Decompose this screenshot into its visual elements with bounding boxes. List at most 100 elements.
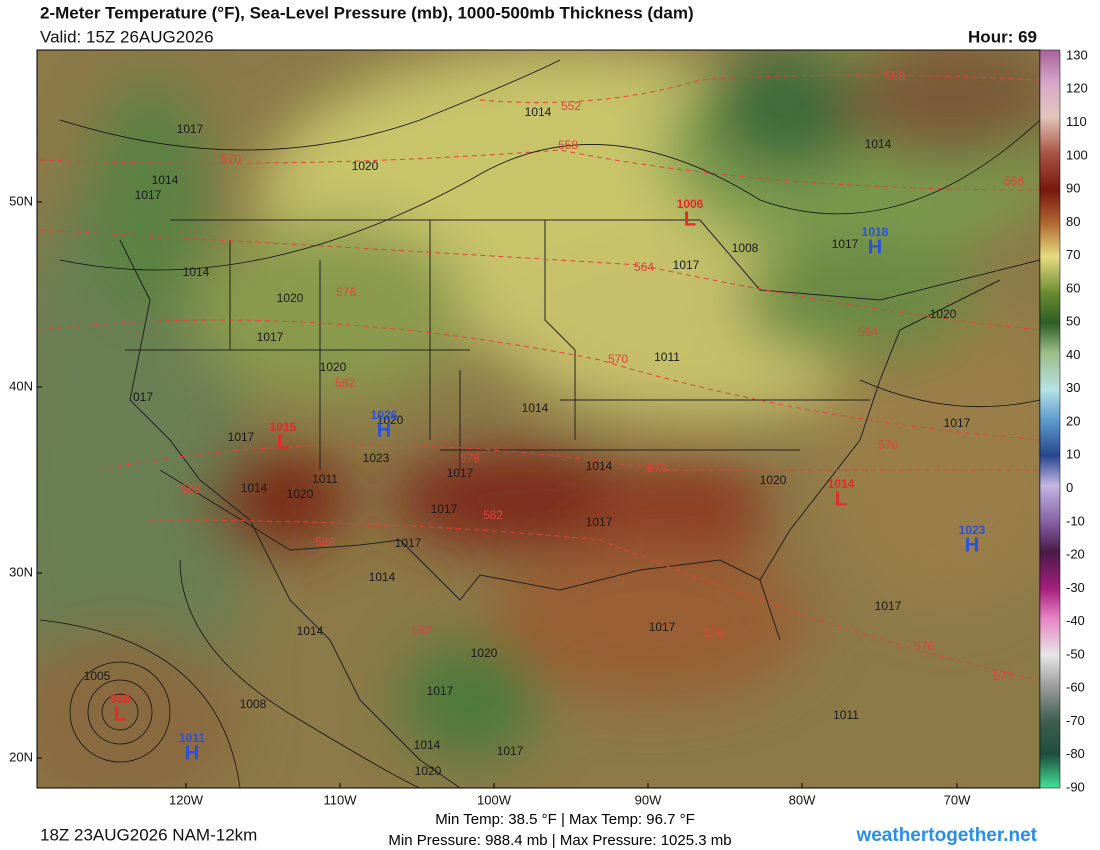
isobar-label: 1014 — [586, 459, 613, 473]
thickness-label: 558 — [1004, 174, 1024, 188]
isobar-label: 1014 — [369, 570, 396, 584]
thickness-label: 582 — [412, 623, 432, 637]
thickness-label: 576 — [460, 451, 480, 465]
isobar-label: 1020 — [760, 473, 787, 487]
isobar-label: 1014 — [865, 137, 892, 151]
colorbar-tick-label: 110 — [1066, 114, 1087, 129]
colorbar-tick-label: 60 — [1066, 280, 1080, 295]
isobar-label: 1017 — [832, 237, 859, 251]
isobar-label: 1017 — [497, 744, 524, 758]
thickness-label: 576 — [993, 669, 1013, 683]
lon-label: 120W — [169, 792, 204, 807]
lon-label: 90W — [635, 792, 662, 807]
high-value: 1011 — [179, 731, 205, 745]
map-field — [37, 50, 1040, 788]
low-letter: L — [277, 431, 289, 453]
isobar-label: 1020 — [377, 413, 404, 427]
colorbar-tick-label: -80 — [1066, 746, 1085, 761]
isobar-label: 1011 — [312, 472, 338, 486]
isobar-label: 1017 — [673, 258, 700, 272]
thickness-label: 552 — [561, 99, 581, 113]
temp-range: Min Temp: 38.5 °F | Max Temp: 96.7 °F — [435, 811, 695, 828]
isobar-label: 1014 — [522, 401, 549, 415]
high-value: 1026 — [371, 408, 398, 422]
isobar-label: 1011 — [833, 708, 859, 722]
colorbar-tick-label: 30 — [1066, 380, 1080, 395]
isobar-label: 1020 — [277, 291, 304, 305]
title: 2-Meter Temperature (°F), Sea-Level Pres… — [40, 3, 694, 22]
low-value: 1015 — [270, 420, 297, 434]
website: weathertogether.net — [855, 825, 1037, 846]
thickness-label: 582 — [335, 376, 355, 390]
colorbar-tick-label: 120 — [1066, 81, 1088, 96]
isobars — [39, 59, 1040, 788]
isobar-label: 1020 — [352, 159, 379, 173]
isobar-label: 1017 — [586, 515, 613, 529]
pressure-range: Min Pressure: 988.4 mb | Max Pressure: 1… — [388, 832, 731, 849]
high-letter: H — [868, 236, 882, 258]
colorbar-tick-label: 50 — [1066, 314, 1080, 329]
isobar-label: 1014 — [297, 624, 324, 638]
isobar-label: 1023 — [363, 451, 390, 465]
lon-label: 110W — [324, 792, 358, 807]
isobar-label: 1017 — [395, 536, 422, 550]
isobar-label: 1005 — [84, 669, 111, 683]
isobar-label: 1020 — [415, 764, 442, 778]
low-letter: L — [114, 703, 126, 725]
thickness-label: 588 — [181, 482, 201, 496]
colorbar-tick-label: -10 — [1066, 513, 1085, 528]
lat-label: 30N — [9, 564, 33, 579]
colorbar-tick-label: 100 — [1066, 147, 1088, 162]
thickness-label: 570 — [608, 352, 628, 366]
isobar-label: 1017 — [135, 188, 162, 202]
colorbar-tick-label: 130 — [1066, 47, 1088, 62]
colorbar-tick-label: -20 — [1066, 547, 1085, 562]
colorbar-tick-label: -70 — [1066, 713, 1085, 728]
isobar-label: 1017 — [427, 684, 454, 698]
borders — [119, 219, 1040, 788]
colorbar-tick-label: -50 — [1066, 646, 1085, 661]
isobar-label: 1020 — [320, 360, 347, 374]
lat-label: 50N — [9, 193, 33, 208]
low-value: 1014 — [828, 477, 855, 491]
isobar-label: 1017 — [944, 416, 971, 430]
isobar-label: 1020 — [287, 487, 314, 501]
lon-label: 80W — [789, 792, 816, 807]
isobar-label: 1017 — [447, 466, 474, 480]
isobar-label: 1017 — [257, 330, 284, 344]
isobar-label: 1014 — [414, 738, 441, 752]
low-letter: L — [684, 208, 696, 230]
high-letter: H — [185, 742, 199, 764]
lat-label: 20N — [9, 749, 33, 764]
isobar-label: 1014 — [525, 105, 552, 119]
thickness-label: 558 — [558, 138, 578, 152]
isobar-label: 1014 — [241, 481, 268, 495]
thickness-label: 570 — [221, 152, 241, 166]
thickness-label: 576 — [914, 639, 934, 653]
colorbar-tick-label: 10 — [1066, 447, 1080, 462]
isobar-label: 1008 — [732, 241, 759, 255]
model-run: 18Z 23AUG2026 NAM-12km — [40, 825, 257, 844]
colorbar-tick-label: 0 — [1066, 480, 1073, 495]
isobar-label: 1014 — [152, 173, 179, 187]
colorbar-tick-label: -40 — [1066, 613, 1085, 628]
low-value: 988 — [110, 692, 130, 706]
thickness-lines — [39, 74, 1040, 681]
low-value: 1006 — [677, 197, 704, 211]
colorbar-tick-label: 70 — [1066, 247, 1080, 262]
colorbar-tick-label: 20 — [1066, 413, 1080, 428]
colorbar-tick-label: -30 — [1066, 580, 1085, 595]
isobar-label: 1014 — [183, 265, 210, 279]
thickness-label: 576 — [647, 461, 667, 475]
isobar-label: 1017 — [875, 599, 902, 613]
lat-label: 40N — [9, 378, 33, 393]
thickness-label: 576 — [336, 285, 356, 299]
thickness-label: 588 — [315, 535, 335, 549]
colorbar — [1039, 49, 1061, 789]
isobar-label: 1017 — [228, 430, 255, 444]
thickness-label: 558 — [885, 69, 905, 83]
isobar-label: 1008 — [240, 697, 267, 711]
thickness-label: 570 — [878, 438, 898, 452]
thickness-label: 576 — [704, 626, 724, 640]
